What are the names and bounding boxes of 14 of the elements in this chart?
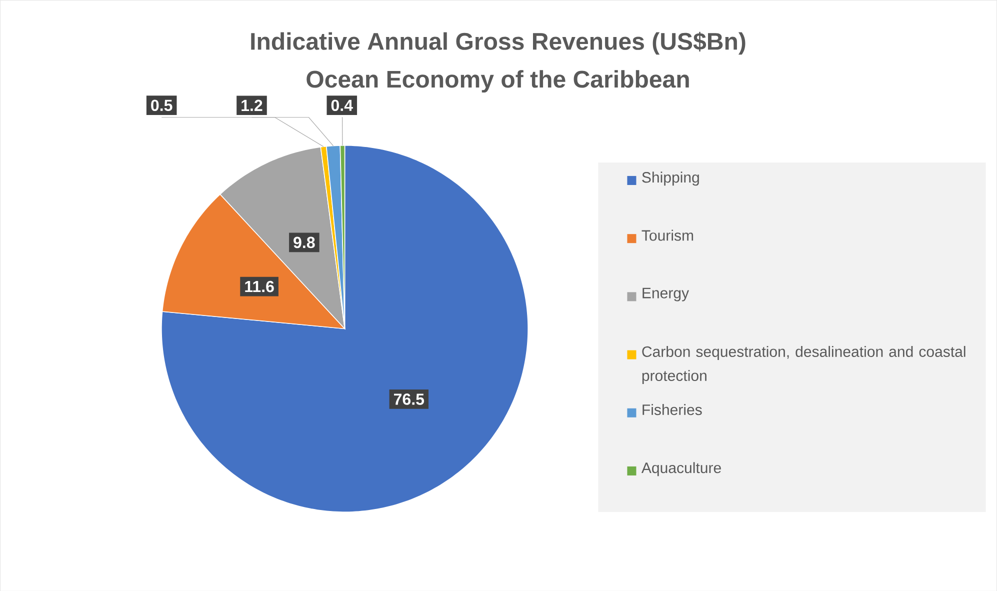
chart-subtitle: Ocean Economy of the Caribbean xyxy=(306,70,689,92)
data-label: 11.6 xyxy=(245,280,274,292)
data-label: 0.5 xyxy=(151,100,172,111)
legend-label: Energy xyxy=(642,288,689,302)
legend-label: Tourism xyxy=(642,230,694,241)
legend-label: Carbon sequestration, desalineation and coastal protection xyxy=(642,346,966,384)
data-label: 76.5 xyxy=(394,393,424,405)
data-label: 0.4 xyxy=(331,100,353,111)
chart-title: Indicative Annual Gross Revenues (US$Bn) xyxy=(251,32,746,55)
legend-label: Fisheries xyxy=(642,404,702,415)
data-label: 9.8 xyxy=(294,236,315,248)
data-label: 1.2 xyxy=(242,100,262,111)
legend-label: Shipping xyxy=(642,171,699,186)
legend-label: Aquaculture xyxy=(641,462,721,476)
